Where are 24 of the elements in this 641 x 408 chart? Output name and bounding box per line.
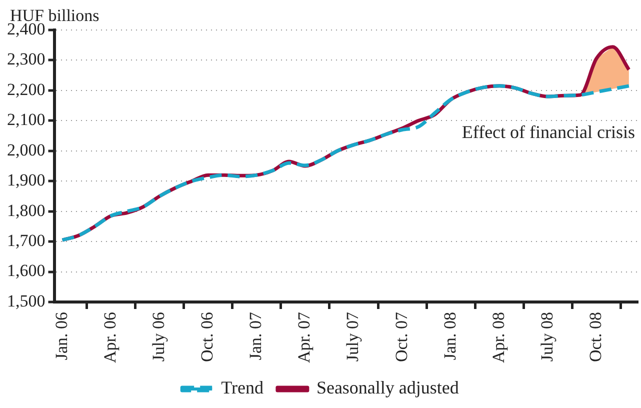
x-tick-label: Apr. 08 <box>488 312 508 363</box>
y-tick-label: 1,700 <box>7 231 46 250</box>
legend-label: Seasonally adjusted <box>316 378 459 398</box>
y-tick-label: 2,300 <box>7 50 46 69</box>
y-tick-label: 2,100 <box>7 110 46 130</box>
y-tick-label: 2,000 <box>7 140 46 160</box>
x-tick-label: Oct. 07 <box>392 312 411 362</box>
x-tick-label: July 07 <box>343 312 362 362</box>
legend-label: Trend <box>221 378 264 398</box>
x-tick-label: Apr. 06 <box>100 312 120 363</box>
x-tick-label: Jan. 07 <box>246 312 266 360</box>
annotation: Effect of financial crisis <box>462 122 635 142</box>
x-tick-label: Oct. 08 <box>586 312 605 362</box>
x-tick-label: Oct. 06 <box>198 312 216 362</box>
y-tick-label: 1,500 <box>7 291 46 310</box>
y-tick-label: 2,200 <box>7 80 46 99</box>
x-tick-label: Apr. 07 <box>294 312 314 363</box>
y-tick-label: 1,600 <box>7 261 46 280</box>
x-tick-label: Jan. 06 <box>52 312 71 360</box>
y-tick-label: 1,800 <box>7 200 46 220</box>
x-tick-label: July 08 <box>537 312 556 362</box>
x-tick-label: Jan. 08 <box>440 312 460 360</box>
y-tick-label: 1,900 <box>7 170 46 190</box>
x-tick-label: July 06 <box>148 312 168 362</box>
